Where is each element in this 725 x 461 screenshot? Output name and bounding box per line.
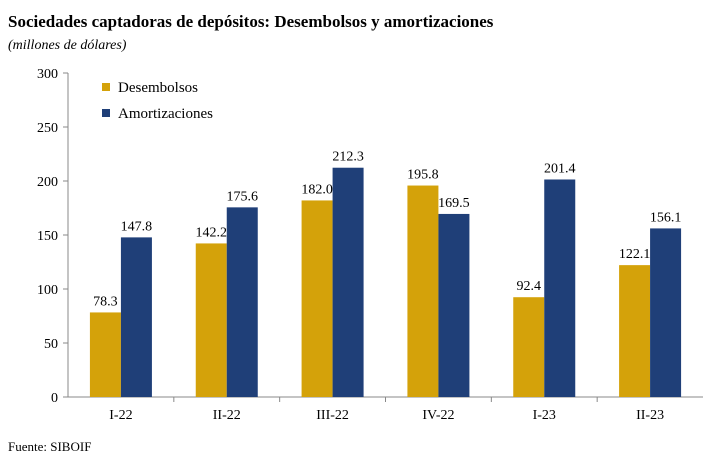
- data-label: 212.3: [332, 150, 364, 165]
- bar-desembolsos: [89, 312, 121, 397]
- data-label: 169.5: [438, 196, 470, 211]
- data-label: 195.8: [407, 168, 439, 183]
- legend-label: Desembolsos: [118, 80, 198, 96]
- data-label: 156.1: [650, 210, 682, 225]
- y-tick-label: 250: [37, 121, 58, 136]
- bar-amortizaciones: [438, 213, 470, 397]
- y-tick-label: 300: [37, 67, 58, 82]
- data-label: 142.2: [196, 225, 228, 240]
- bar-desembolsos: [619, 265, 651, 397]
- legend-swatch: [102, 83, 110, 91]
- axes: 0 50 100 150 200 250 300 I-22 II-22 III-22 IV-22 I-…: [37, 67, 703, 423]
- y-tick-label: 0: [51, 391, 58, 406]
- legend: Desembolsos Amortizaciones: [102, 80, 213, 122]
- bar-amortizaciones: [544, 179, 576, 397]
- bar-amortizaciones: [650, 228, 682, 397]
- bar-desembolsos: [195, 243, 227, 397]
- x-tick-label: III-22: [316, 408, 349, 423]
- x-tick-label: IV-22: [422, 408, 454, 423]
- data-labels: 78.3 147.8 142.2 175.6 182.0 212.3 195.8 169.5 9…: [93, 150, 681, 310]
- data-label: 92.4: [517, 279, 542, 294]
- data-label: 201.4: [544, 161, 576, 176]
- x-tick-label: I-23: [533, 408, 556, 423]
- x-tick-label: I-22: [109, 408, 132, 423]
- data-label: 78.3: [93, 294, 118, 309]
- x-tick-label: II-22: [213, 408, 241, 423]
- data-label: 122.1: [619, 247, 651, 262]
- chart-title: Sociedades captadoras de depósitos: Dese…: [8, 12, 494, 31]
- chart-subtitle: (millones de dólares): [8, 38, 127, 53]
- legend-label: Amortizaciones: [118, 106, 213, 122]
- x-tick-label: II-23: [636, 408, 664, 423]
- bar-desembolsos: [513, 297, 545, 397]
- legend-swatch: [102, 109, 110, 117]
- bar-amortizaciones: [226, 207, 258, 397]
- bar-amortizaciones: [332, 167, 364, 397]
- y-tick-label: 200: [37, 175, 58, 190]
- source-note: Fuente: SIBOIF: [8, 439, 92, 454]
- bar-amortizaciones: [120, 237, 152, 397]
- bar-desembolsos: [301, 200, 333, 397]
- data-label: 147.8: [121, 219, 153, 234]
- bar-desembolsos: [407, 185, 439, 397]
- y-tick-label: 100: [37, 283, 58, 298]
- data-label: 175.6: [227, 189, 259, 204]
- data-label: 182.0: [301, 182, 333, 197]
- y-tick-label: 50: [44, 337, 58, 352]
- bars: [89, 167, 682, 397]
- y-tick-label: 150: [37, 229, 58, 244]
